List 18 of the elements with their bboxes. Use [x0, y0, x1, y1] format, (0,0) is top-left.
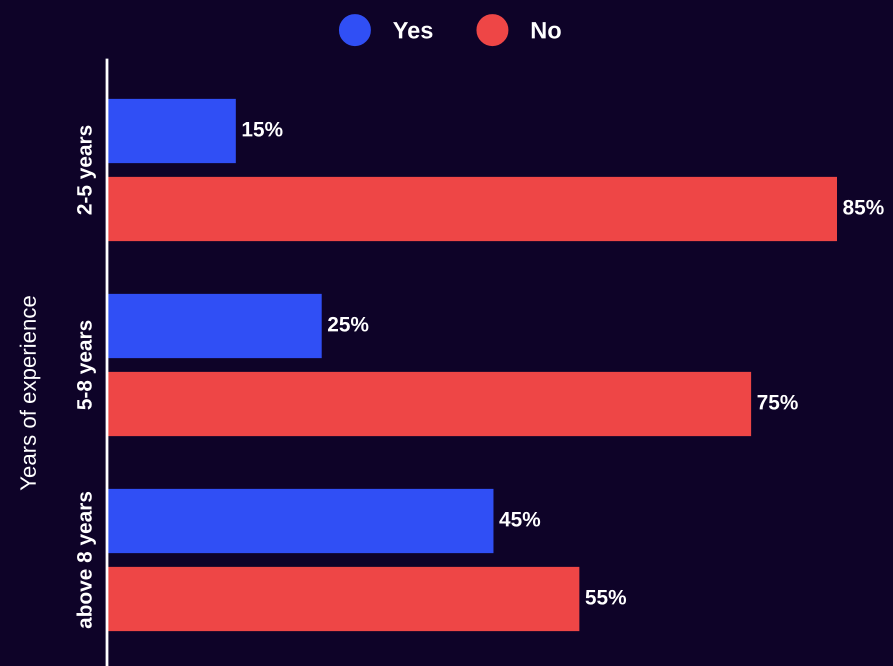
y-tick-label: 2-5 years — [77, 126, 96, 214]
bar — [107, 488, 494, 554]
data-label: 25% — [328, 316, 368, 332]
data-label: 45% — [499, 512, 540, 527]
data-label: 75% — [758, 394, 798, 410]
y-axis-title: Years of experience — [20, 296, 40, 490]
data-label: 55% — [586, 590, 626, 605]
bar — [107, 294, 322, 358]
legend-label: No — [532, 22, 561, 39]
y-tick-label: above 8 years — [76, 492, 96, 628]
y-tick-label: 5-8 years — [77, 320, 96, 410]
data-label: 85% — [843, 200, 884, 215]
bar — [107, 176, 837, 242]
bar — [107, 372, 752, 436]
legend-label: Yes — [393, 22, 432, 39]
data-label: 15% — [242, 122, 283, 137]
bar — [107, 98, 236, 164]
bar — [107, 566, 580, 632]
